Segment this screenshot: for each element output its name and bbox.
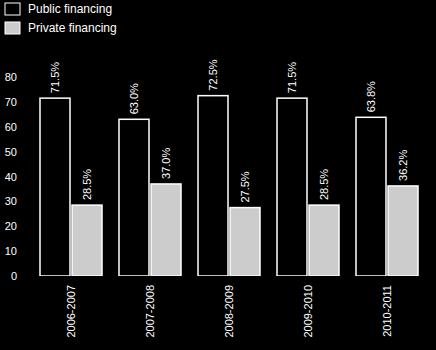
y-tick-label: 30 bbox=[5, 195, 17, 207]
bar bbox=[356, 117, 386, 276]
y-tick-label: 70 bbox=[5, 96, 17, 108]
data-label: 37.0% bbox=[160, 148, 172, 179]
data-label: 28.5% bbox=[318, 169, 330, 200]
y-tick-label: 50 bbox=[5, 146, 17, 158]
background bbox=[0, 0, 436, 350]
y-tick-label: 60 bbox=[5, 121, 17, 133]
bar bbox=[309, 205, 339, 276]
bar bbox=[388, 186, 418, 276]
y-tick-label: 10 bbox=[5, 245, 17, 257]
bar bbox=[40, 98, 70, 276]
bars bbox=[40, 96, 418, 276]
legend-label: Private financing bbox=[28, 21, 117, 35]
bar bbox=[230, 208, 260, 276]
bar bbox=[198, 96, 228, 276]
y-tick-label: 20 bbox=[5, 220, 17, 232]
bar bbox=[119, 119, 149, 276]
data-label: 72.5% bbox=[207, 59, 219, 90]
legend-swatch bbox=[5, 22, 20, 34]
bar bbox=[151, 184, 181, 276]
data-label: 71.5% bbox=[49, 62, 61, 93]
bar bbox=[277, 98, 307, 276]
x-tick-label: 2010-2011 bbox=[381, 285, 393, 337]
y-tick-label: 0 bbox=[11, 270, 17, 282]
y-tick-label: 80 bbox=[5, 71, 17, 83]
data-label: 27.5% bbox=[239, 171, 251, 202]
x-tick-label: 2009-2010 bbox=[302, 285, 314, 338]
chart-container: 0 10 20 30 40 50 60 70 80 71.5% 28.5% 2006-2007 63.0… bbox=[0, 0, 436, 350]
x-tick-label: 2006-2007 bbox=[65, 285, 77, 338]
data-label: 71.5% bbox=[286, 62, 298, 93]
legend-swatch bbox=[5, 3, 20, 15]
x-tick-label: 2008-2009 bbox=[223, 285, 235, 338]
chart-svg: 0 10 20 30 40 50 60 70 80 71.5% 28.5% 2006-2007 63.0… bbox=[0, 0, 436, 350]
data-label: 63.8% bbox=[365, 81, 377, 112]
data-label: 63.0% bbox=[128, 83, 140, 114]
bar bbox=[72, 205, 102, 276]
y-tick-label: 40 bbox=[5, 171, 17, 183]
x-tick-label: 2007-2008 bbox=[144, 285, 156, 338]
data-label: 28.5% bbox=[81, 169, 93, 200]
data-label: 36.2% bbox=[397, 150, 409, 181]
legend-label: Public financing bbox=[28, 2, 112, 16]
